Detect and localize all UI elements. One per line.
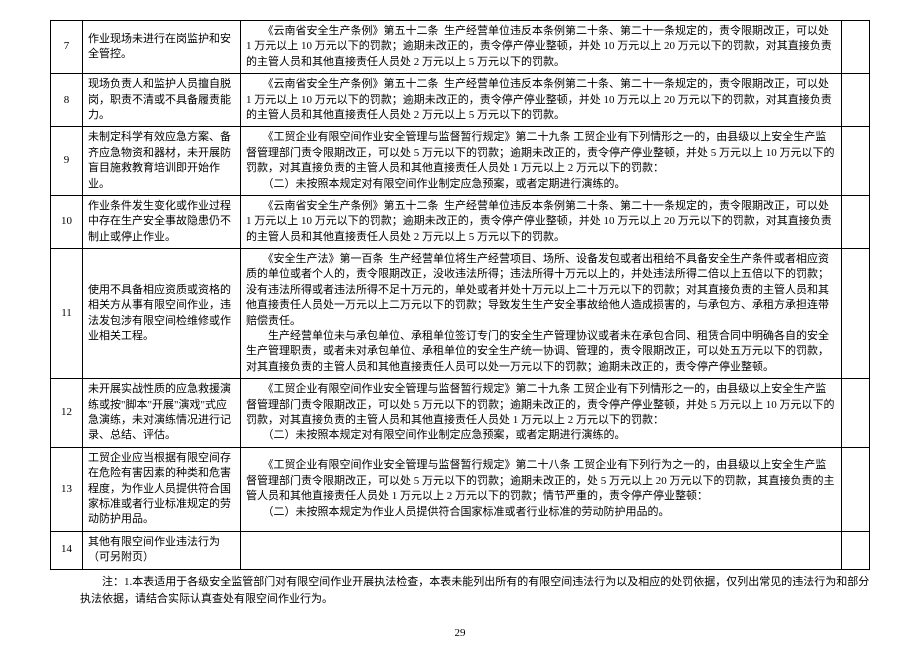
row-description: 未开展实战性质的应急救援演练或按"脚本"开展"演戏"式应急演练，未对演练情况进行…: [83, 379, 241, 448]
row-penalty: 《工贸企业有限空间作业安全管理与监督暂行规定》第二十九条 工贸企业有下列情形之一…: [241, 379, 842, 448]
row-number: 7: [51, 21, 83, 74]
table-row: 12未开展实战性质的应急救援演练或按"脚本"开展"演戏"式应急演练，未对演练情况…: [51, 379, 870, 448]
row-description: 现场负责人和监护人员擅自脱岗，职责不清或不具备履责能力。: [83, 74, 241, 127]
row-empty: [842, 127, 870, 196]
table-row: 10作业条件发生变化或作业过程中存在生产安全事故隐患仍不制止或停止作业。 《云南…: [51, 195, 870, 248]
page-number: 29: [0, 627, 920, 639]
row-number: 14: [51, 531, 83, 569]
table-row: 7作业现场未进行在岗监护和安全管控。 《云南省安全生产条例》第五十二条 生产经营…: [51, 21, 870, 74]
row-description: 作业现场未进行在岗监护和安全管控。: [83, 21, 241, 74]
regulation-table: 7作业现场未进行在岗监护和安全管控。 《云南省安全生产条例》第五十二条 生产经营…: [50, 20, 870, 570]
table-row: 13工贸企业应当根据有限空间存在危险有害因素的种类和危害程度，为作业人员提供符合…: [51, 447, 870, 531]
row-empty: [842, 379, 870, 448]
row-number: 8: [51, 74, 83, 127]
row-penalty: 《云南省安全生产条例》第五十二条 生产经营单位违反本条例第二十条、第二十一条规定…: [241, 195, 842, 248]
row-description: 作业条件发生变化或作业过程中存在生产安全事故隐患仍不制止或停止作业。: [83, 195, 241, 248]
row-number: 12: [51, 379, 83, 448]
row-empty: [842, 21, 870, 74]
table-row: 9未制定科学有效应急方案、备齐应急物资和器材，未开展防盲目施救教育培训即开始作业…: [51, 127, 870, 196]
row-empty: [842, 447, 870, 531]
row-description: 未制定科学有效应急方案、备齐应急物资和器材，未开展防盲目施救教育培训即开始作业。: [83, 127, 241, 196]
row-number: 10: [51, 195, 83, 248]
row-empty: [842, 74, 870, 127]
row-empty: [842, 195, 870, 248]
table-row: 14其他有限空间作业违法行为（可另附页）: [51, 531, 870, 569]
row-description: 使用不具备相应资质或资格的相关方从事有限空间作业，违法发包涉有限空间检维修或作业…: [83, 249, 241, 379]
row-penalty: 《云南省安全生产条例》第五十二条 生产经营单位违反本条例第二十条、第二十一条规定…: [241, 21, 842, 74]
row-number: 11: [51, 249, 83, 379]
row-number: 13: [51, 447, 83, 531]
row-description: 工贸企业应当根据有限空间存在危险有害因素的种类和危害程度，为作业人员提供符合国家…: [83, 447, 241, 531]
table-note: 注：1.本表适用于各级安全监管部门对有限空间作业开展执法检查，本表未能列出所有的…: [50, 574, 870, 609]
row-number: 9: [51, 127, 83, 196]
row-penalty: [241, 531, 842, 569]
row-description: 其他有限空间作业违法行为（可另附页）: [83, 531, 241, 569]
row-empty: [842, 249, 870, 379]
row-penalty: 《工贸企业有限空间作业安全管理与监督暂行规定》第二十八条 工贸企业有下列行为之一…: [241, 447, 842, 531]
table-row: 8现场负责人和监护人员擅自脱岗，职责不清或不具备履责能力。 《云南省安全生产条例…: [51, 74, 870, 127]
table-row: 11使用不具备相应资质或资格的相关方从事有限空间作业，违法发包涉有限空间检维修或…: [51, 249, 870, 379]
row-penalty: 《云南省安全生产条例》第五十二条 生产经营单位违反本条例第二十条、第二十一条规定…: [241, 74, 842, 127]
row-penalty: 《工贸企业有限空间作业安全管理与监督暂行规定》第二十九条 工贸企业有下列情形之一…: [241, 127, 842, 196]
row-penalty: 《安全生产法》第一百条 生产经营单位将生产经营项目、场所、设备发包或者出租给不具…: [241, 249, 842, 379]
row-empty: [842, 531, 870, 569]
